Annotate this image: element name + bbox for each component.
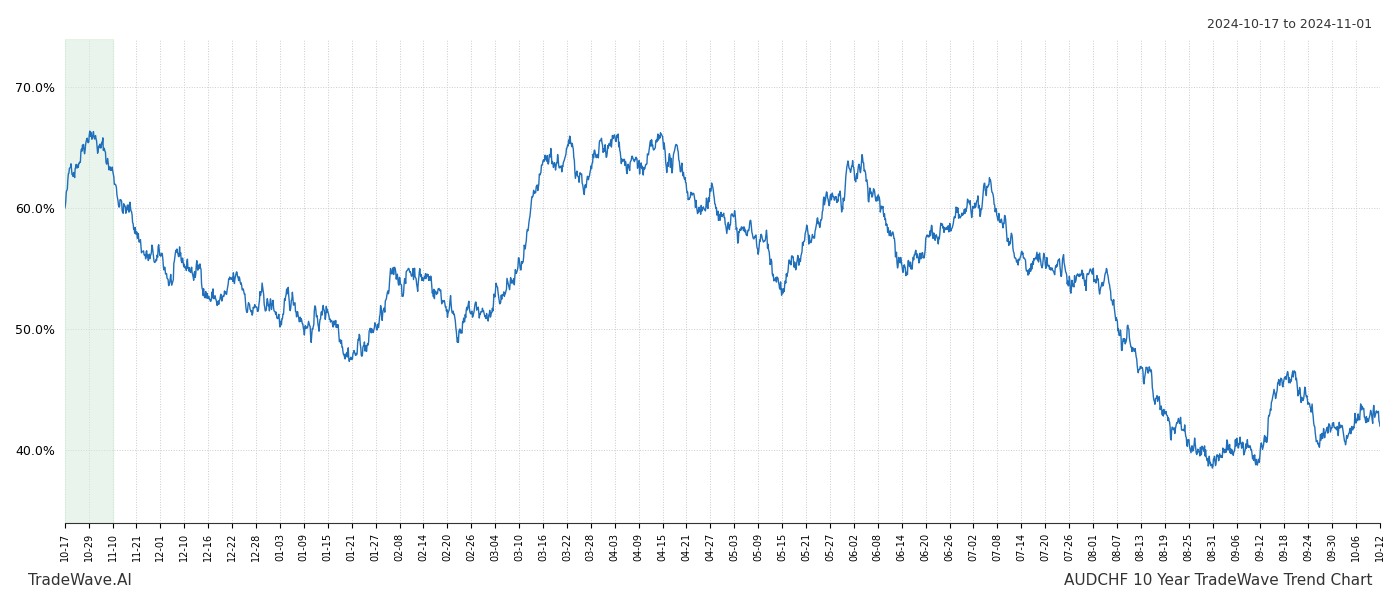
Text: TradeWave.AI: TradeWave.AI — [28, 573, 132, 588]
Text: 2024-10-17 to 2024-11-01: 2024-10-17 to 2024-11-01 — [1207, 18, 1372, 31]
Bar — [64, 39, 112, 523]
Text: AUDCHF 10 Year TradeWave Trend Chart: AUDCHF 10 Year TradeWave Trend Chart — [1064, 573, 1372, 588]
